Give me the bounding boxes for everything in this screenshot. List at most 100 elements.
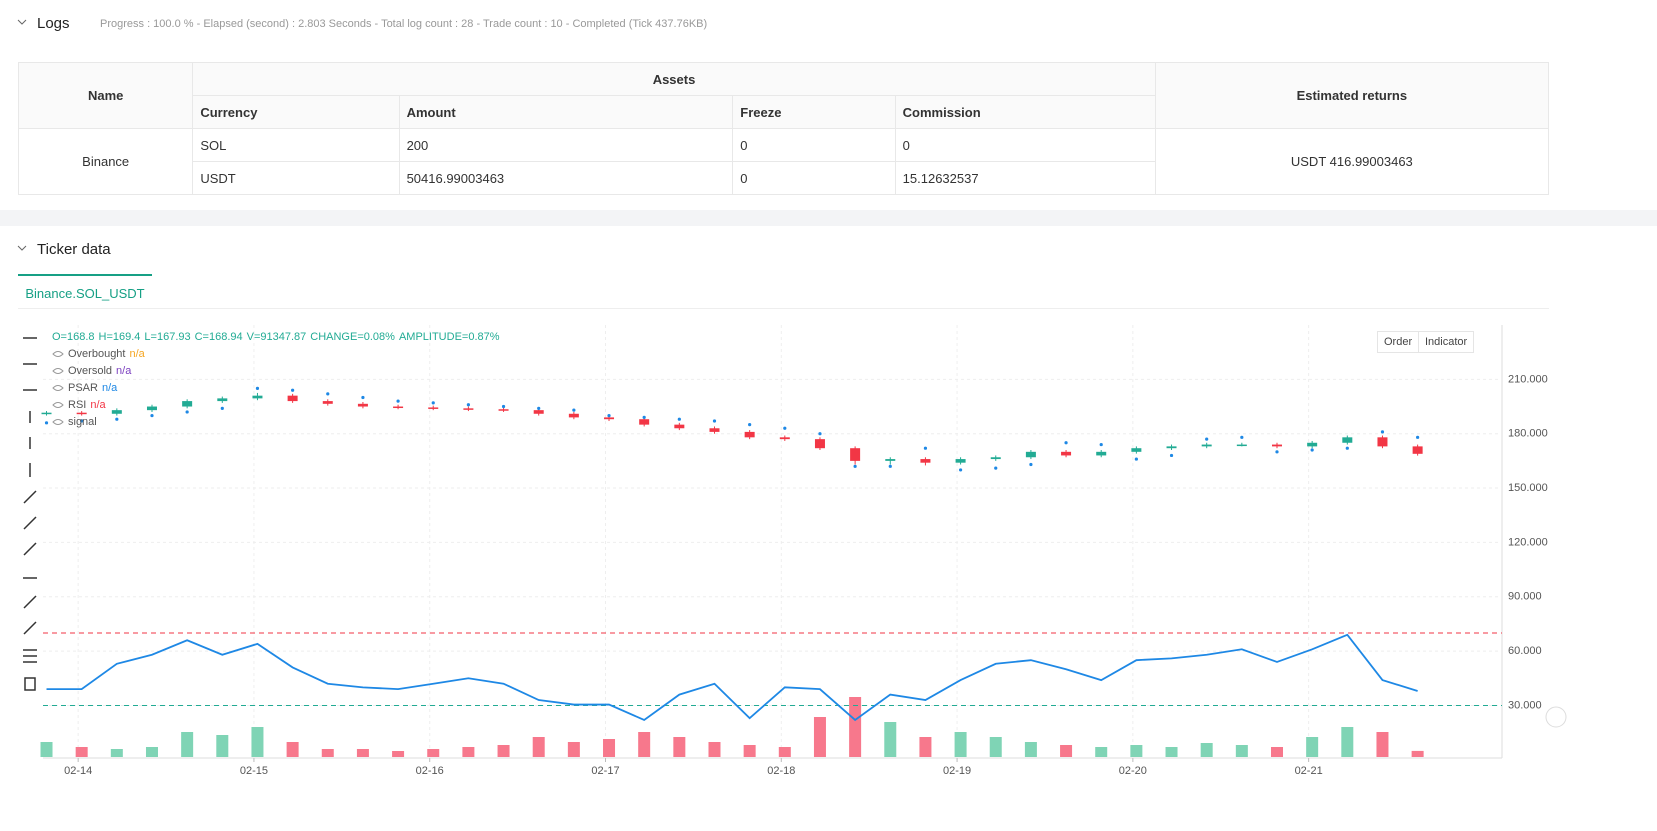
ohlc-info: O=168.8 (52, 331, 95, 343)
psar-dot (818, 432, 822, 436)
collapse-icon[interactable] (17, 19, 27, 251)
x-tick-label: 02-20 (1119, 765, 1147, 777)
eye-icon (52, 402, 64, 408)
psar-dot (1169, 453, 1174, 458)
cell: 0 (732, 161, 896, 195)
cell: 0 (732, 128, 896, 162)
candle-body (428, 407, 439, 409)
psar-dot (220, 406, 224, 410)
candle-body (322, 401, 333, 404)
psar-dot (1134, 457, 1138, 461)
psar-dot (607, 413, 611, 418)
volume-bar (1376, 732, 1389, 757)
order-button[interactable]: Order (1377, 331, 1420, 353)
indicator-button[interactable]: Indicator (1418, 331, 1475, 353)
volume-bar (251, 727, 264, 757)
legend-label: RSI (68, 399, 86, 411)
psar-dot (326, 392, 330, 396)
candle-body (1025, 451, 1036, 458)
header: Amount (398, 95, 734, 129)
volume-bar (567, 742, 580, 757)
cell: SOL (192, 128, 400, 162)
candle-body (885, 459, 896, 461)
volume-bar (40, 742, 53, 757)
legend-status: n/a (102, 382, 118, 394)
volume-bar (75, 747, 88, 757)
volume-bar (813, 717, 826, 757)
ohlc-info: H=169.4 (99, 331, 141, 343)
ohlc-info: CHANGE=0.08% (310, 331, 395, 343)
volume-bar (743, 745, 756, 757)
volume-bar (1411, 750, 1424, 757)
x-tick-label: 02-17 (591, 765, 619, 777)
x-tick-label: 02-15 (240, 765, 268, 777)
divider (0, 210, 1657, 226)
volume-bar (638, 732, 651, 757)
x-tick-label: 02-19 (943, 765, 971, 777)
candle-body (674, 424, 685, 429)
header: Estimated returns (1154, 62, 1550, 129)
candle-body (955, 459, 966, 463)
candle-body (568, 413, 579, 418)
candle-body (920, 459, 931, 463)
volume-bar (884, 722, 897, 757)
y-tick-label: 210.000 (1508, 373, 1548, 385)
psar-dot (958, 468, 963, 472)
volume-bar (778, 747, 791, 757)
eye-icon (52, 368, 64, 374)
candle-body (604, 417, 615, 420)
psar-dot (677, 417, 681, 421)
y-tick-label: 90.000 (1508, 591, 1542, 603)
header: Name (17, 62, 194, 129)
section-title: Ticker data (37, 241, 111, 258)
psar-dot (1029, 462, 1033, 467)
candle-body (744, 431, 755, 438)
candle-body (1271, 444, 1282, 447)
volume-bar (216, 735, 229, 757)
candle-body (182, 401, 193, 407)
drawing-toolbar[interactable] (23, 337, 37, 691)
psar-dot (396, 399, 400, 403)
volume-bar (181, 732, 194, 757)
legend-label: PSAR (68, 382, 98, 394)
psar-dot (1345, 446, 1349, 450)
volume-bar (603, 739, 616, 757)
candle-body (146, 406, 157, 411)
candle-body (1236, 444, 1247, 447)
candle-body (1377, 437, 1388, 447)
psar-dot (642, 415, 646, 419)
psar-dot (1240, 435, 1244, 439)
y-tick-label: 60.000 (1508, 645, 1542, 657)
cell: 50416.99003463 (398, 161, 734, 195)
candle-body (41, 412, 52, 415)
volume-bar (356, 749, 369, 757)
volume-bar (1165, 747, 1178, 757)
volume-bar (462, 747, 475, 757)
psar-dot (115, 417, 119, 421)
volume-bar (1306, 737, 1319, 757)
tab[interactable]: Binance.SOL_USDT (18, 274, 152, 310)
volume-bar (321, 749, 334, 757)
psar-dot (361, 395, 365, 400)
candle-body (1166, 446, 1177, 449)
psar-dot (1380, 430, 1385, 434)
x-tick-label: 02-14 (64, 765, 92, 777)
legend-status: n/a (129, 348, 145, 360)
candle-body (779, 437, 790, 440)
candle-body (111, 410, 122, 414)
psar-dot (291, 388, 295, 392)
y-tick-label: 120.000 (1508, 536, 1548, 548)
header: Currency (192, 95, 400, 129)
candle-body (1307, 442, 1318, 447)
candle-body (709, 428, 720, 432)
psar-dot (1064, 441, 1068, 445)
psar-dot (150, 413, 154, 418)
cell: 200 (398, 128, 734, 162)
eye-icon (52, 351, 64, 357)
scroll-button[interactable] (1545, 706, 1567, 728)
assets-table: Name Assets Estimated returns Currency A… (17, 62, 1550, 195)
y-tick-label: 150.000 (1508, 482, 1548, 494)
candle-body (393, 406, 404, 409)
section-title: Logs (37, 15, 70, 32)
